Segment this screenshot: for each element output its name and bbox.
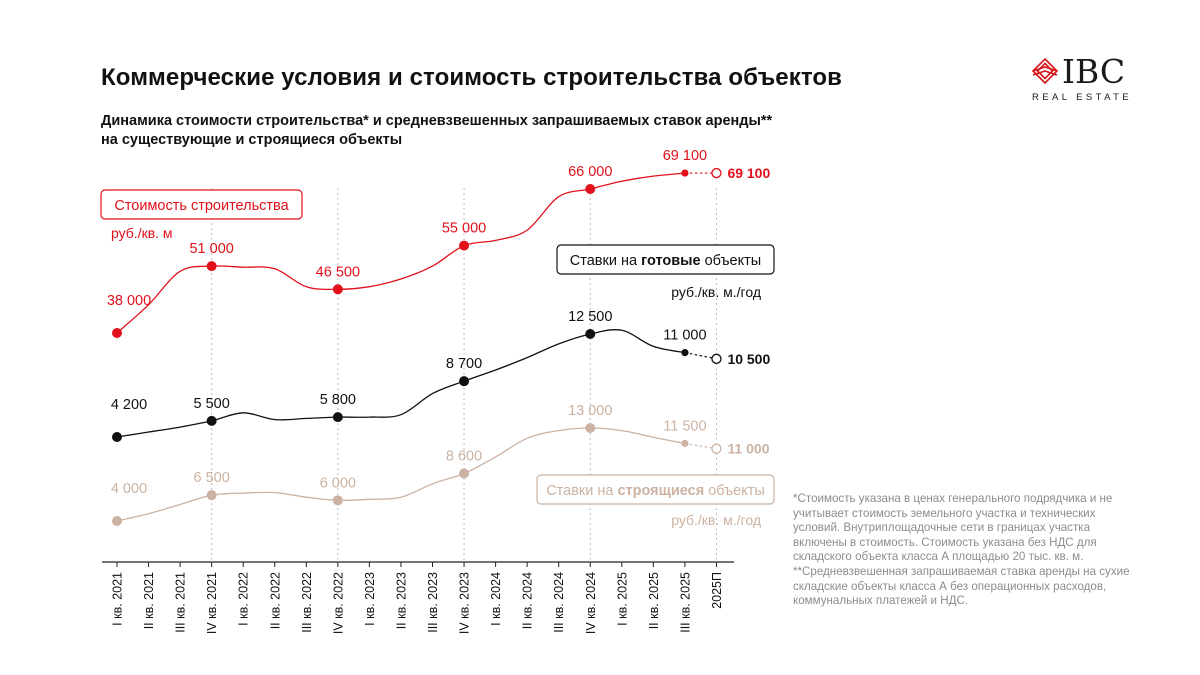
point-1-0 — [112, 432, 122, 442]
ibc-logo-mark-icon — [1031, 57, 1059, 85]
x-tick-label-10: III кв. 2023 — [426, 572, 440, 633]
x-tick-label-3: IV кв. 2021 — [205, 572, 219, 634]
chart-subtitle: Динамика стоимости строительства* и сред… — [101, 112, 772, 150]
legend-under-construction-box — [536, 474, 775, 505]
point-0-11 — [459, 240, 470, 251]
x-tick-label-17: II кв. 2025 — [647, 572, 661, 629]
x-tick-label-19: 2025П — [710, 572, 724, 609]
subtitle-line-1: Динамика стоимости строительства* и сред… — [101, 113, 773, 129]
data-label-1-0: 4 200 — [111, 397, 147, 413]
data-label-0-7: 46 500 — [316, 264, 360, 280]
legend-under-construction-label: Ставки на строящиеся объекты — [546, 483, 765, 499]
ibc-logo: IBC REAL ESTATE — [1030, 52, 1140, 104]
data-label-2-15: 13 000 — [568, 403, 612, 419]
legend-construction-cost: Стоимость строительства — [100, 189, 303, 220]
x-tick-label-7: IV кв. 2022 — [331, 572, 345, 634]
ibc-logo-tagline: REAL ESTATE — [1032, 92, 1133, 103]
unit-construction-cost: руб./кв. м — [111, 225, 173, 241]
legend-construction-cost-label: Стоимость строительства — [114, 198, 289, 214]
x-tick-label-5: II кв. 2022 — [268, 572, 282, 629]
legend-ready-objects-box — [556, 244, 775, 275]
point-0-3 — [206, 261, 217, 272]
data-label-2-7: 6 000 — [320, 475, 356, 491]
x-tick-label-9: II кв. 2023 — [394, 572, 408, 629]
ibc-logo-text: IBC — [1062, 52, 1126, 91]
forecast-label-2: 11 000 — [727, 441, 769, 457]
data-label-0-0: 38 000 — [107, 293, 151, 309]
forecast-point-2 — [711, 443, 722, 454]
point-1-15 — [585, 329, 596, 339]
data-label-0-11: 55 000 — [442, 221, 486, 237]
x-tick-label-8: I кв. 2023 — [363, 572, 377, 626]
point-1-18 — [681, 349, 689, 357]
data-label-2-11: 8 600 — [446, 448, 482, 464]
legend-ready-suffix: объекты — [701, 253, 762, 269]
x-tick-label-13: II кв. 2024 — [521, 572, 535, 629]
point-2-11 — [459, 468, 470, 479]
x-tick-label-4: I кв. 2022 — [237, 572, 251, 626]
subtitle-line-2: на существующие и строящиеся объекты — [101, 132, 403, 148]
legend-ready-objects: Ставки на готовые объекты — [556, 244, 775, 275]
forecast-point-1 — [711, 353, 722, 364]
series-line-1 — [116, 329, 686, 438]
point-2-0 — [112, 516, 122, 526]
footnotes: *Стоимость указана в ценах генерального … — [793, 492, 1133, 609]
x-tick-label-12: I кв. 2024 — [489, 572, 503, 626]
chart-data-points — [112, 167, 722, 526]
forecast-segment-2 — [684, 442, 717, 450]
chart-x-axis: I кв. 2021 II кв. 2021 III кв. 2021 IV кв. … — [102, 561, 734, 634]
x-tick-label-16: I кв. 2025 — [615, 572, 629, 626]
footnote-construction-cost: *Стоимость указана в ценах генерального … — [793, 492, 1113, 564]
footnote-rent-rate: **Средневзвешенная запрашиваемая ставка … — [793, 564, 1130, 608]
x-tick-label-11: IV кв. 2023 — [458, 572, 472, 634]
data-label-1-3: 5 500 — [194, 396, 230, 412]
forecast-segment-1 — [684, 352, 717, 360]
legend-uc-prefix: Ставки на — [546, 483, 617, 499]
point-1-11 — [459, 376, 470, 387]
legend-under-construction: Ставки на строящиеся объекты — [536, 474, 775, 505]
data-label-1-15: 12 500 — [568, 309, 612, 325]
forecast-label-0: 69 100 — [727, 165, 770, 181]
point-0-7 — [332, 284, 343, 295]
data-label-2-0: 4 000 — [111, 481, 147, 497]
data-label-1-11: 8 700 — [446, 356, 482, 372]
point-2-18 — [681, 439, 689, 448]
point-1-3 — [206, 415, 217, 426]
point-0-18 — [681, 169, 689, 177]
x-tick-label-1: II кв. 2021 — [142, 572, 156, 629]
point-2-15 — [585, 423, 596, 433]
x-tick-label-18: III кв. 2025 — [678, 572, 692, 633]
data-label-2-18: 11 500 — [663, 419, 706, 435]
data-label-0-3: 51 000 — [189, 241, 233, 257]
legend-ready-bold: готовые — [641, 253, 700, 269]
legend-ready-prefix: Ставки на — [570, 253, 641, 269]
unit-ready-objects: руб./кв. м./год — [671, 284, 761, 300]
point-0-0 — [112, 328, 122, 338]
legend-uc-suffix: объекты — [704, 483, 765, 499]
legend-ready-objects-label: Ставки на готовые объекты — [570, 253, 761, 269]
data-label-0-18: 69 100 — [663, 148, 707, 164]
x-tick-label-14: III кв. 2024 — [552, 572, 566, 633]
unit-under-construction: руб./кв. м./год — [671, 512, 761, 528]
point-2-3 — [206, 490, 217, 501]
data-label-0-15: 66 000 — [568, 164, 612, 180]
x-tick-label-15: IV кв. 2024 — [584, 572, 598, 634]
forecast-point-0 — [711, 167, 722, 179]
point-2-7 — [332, 495, 343, 506]
forecast-label-1: 10 500 — [727, 351, 770, 367]
page-title: Коммерческие условия и стоимость строите… — [101, 64, 843, 91]
data-label-2-3: 6 500 — [194, 470, 230, 486]
data-label-1-18: 11 000 — [663, 328, 706, 344]
data-label-1-7: 5 800 — [320, 392, 356, 408]
chart-series-lines — [116, 172, 717, 522]
legend-uc-bold: строящиеся — [617, 483, 704, 499]
point-1-7 — [332, 412, 343, 423]
point-0-15 — [585, 184, 596, 194]
x-tick-label-6: III кв. 2022 — [300, 572, 314, 633]
chart-data-labels: 38 000 51 000 46 500 55 000 66 000 69 100 69 1… — [107, 148, 771, 497]
legend-construction-cost-box — [100, 189, 303, 220]
x-tick-label-2: III кв. 2021 — [174, 572, 188, 633]
x-tick-label-0: I кв. 2021 — [111, 572, 125, 626]
